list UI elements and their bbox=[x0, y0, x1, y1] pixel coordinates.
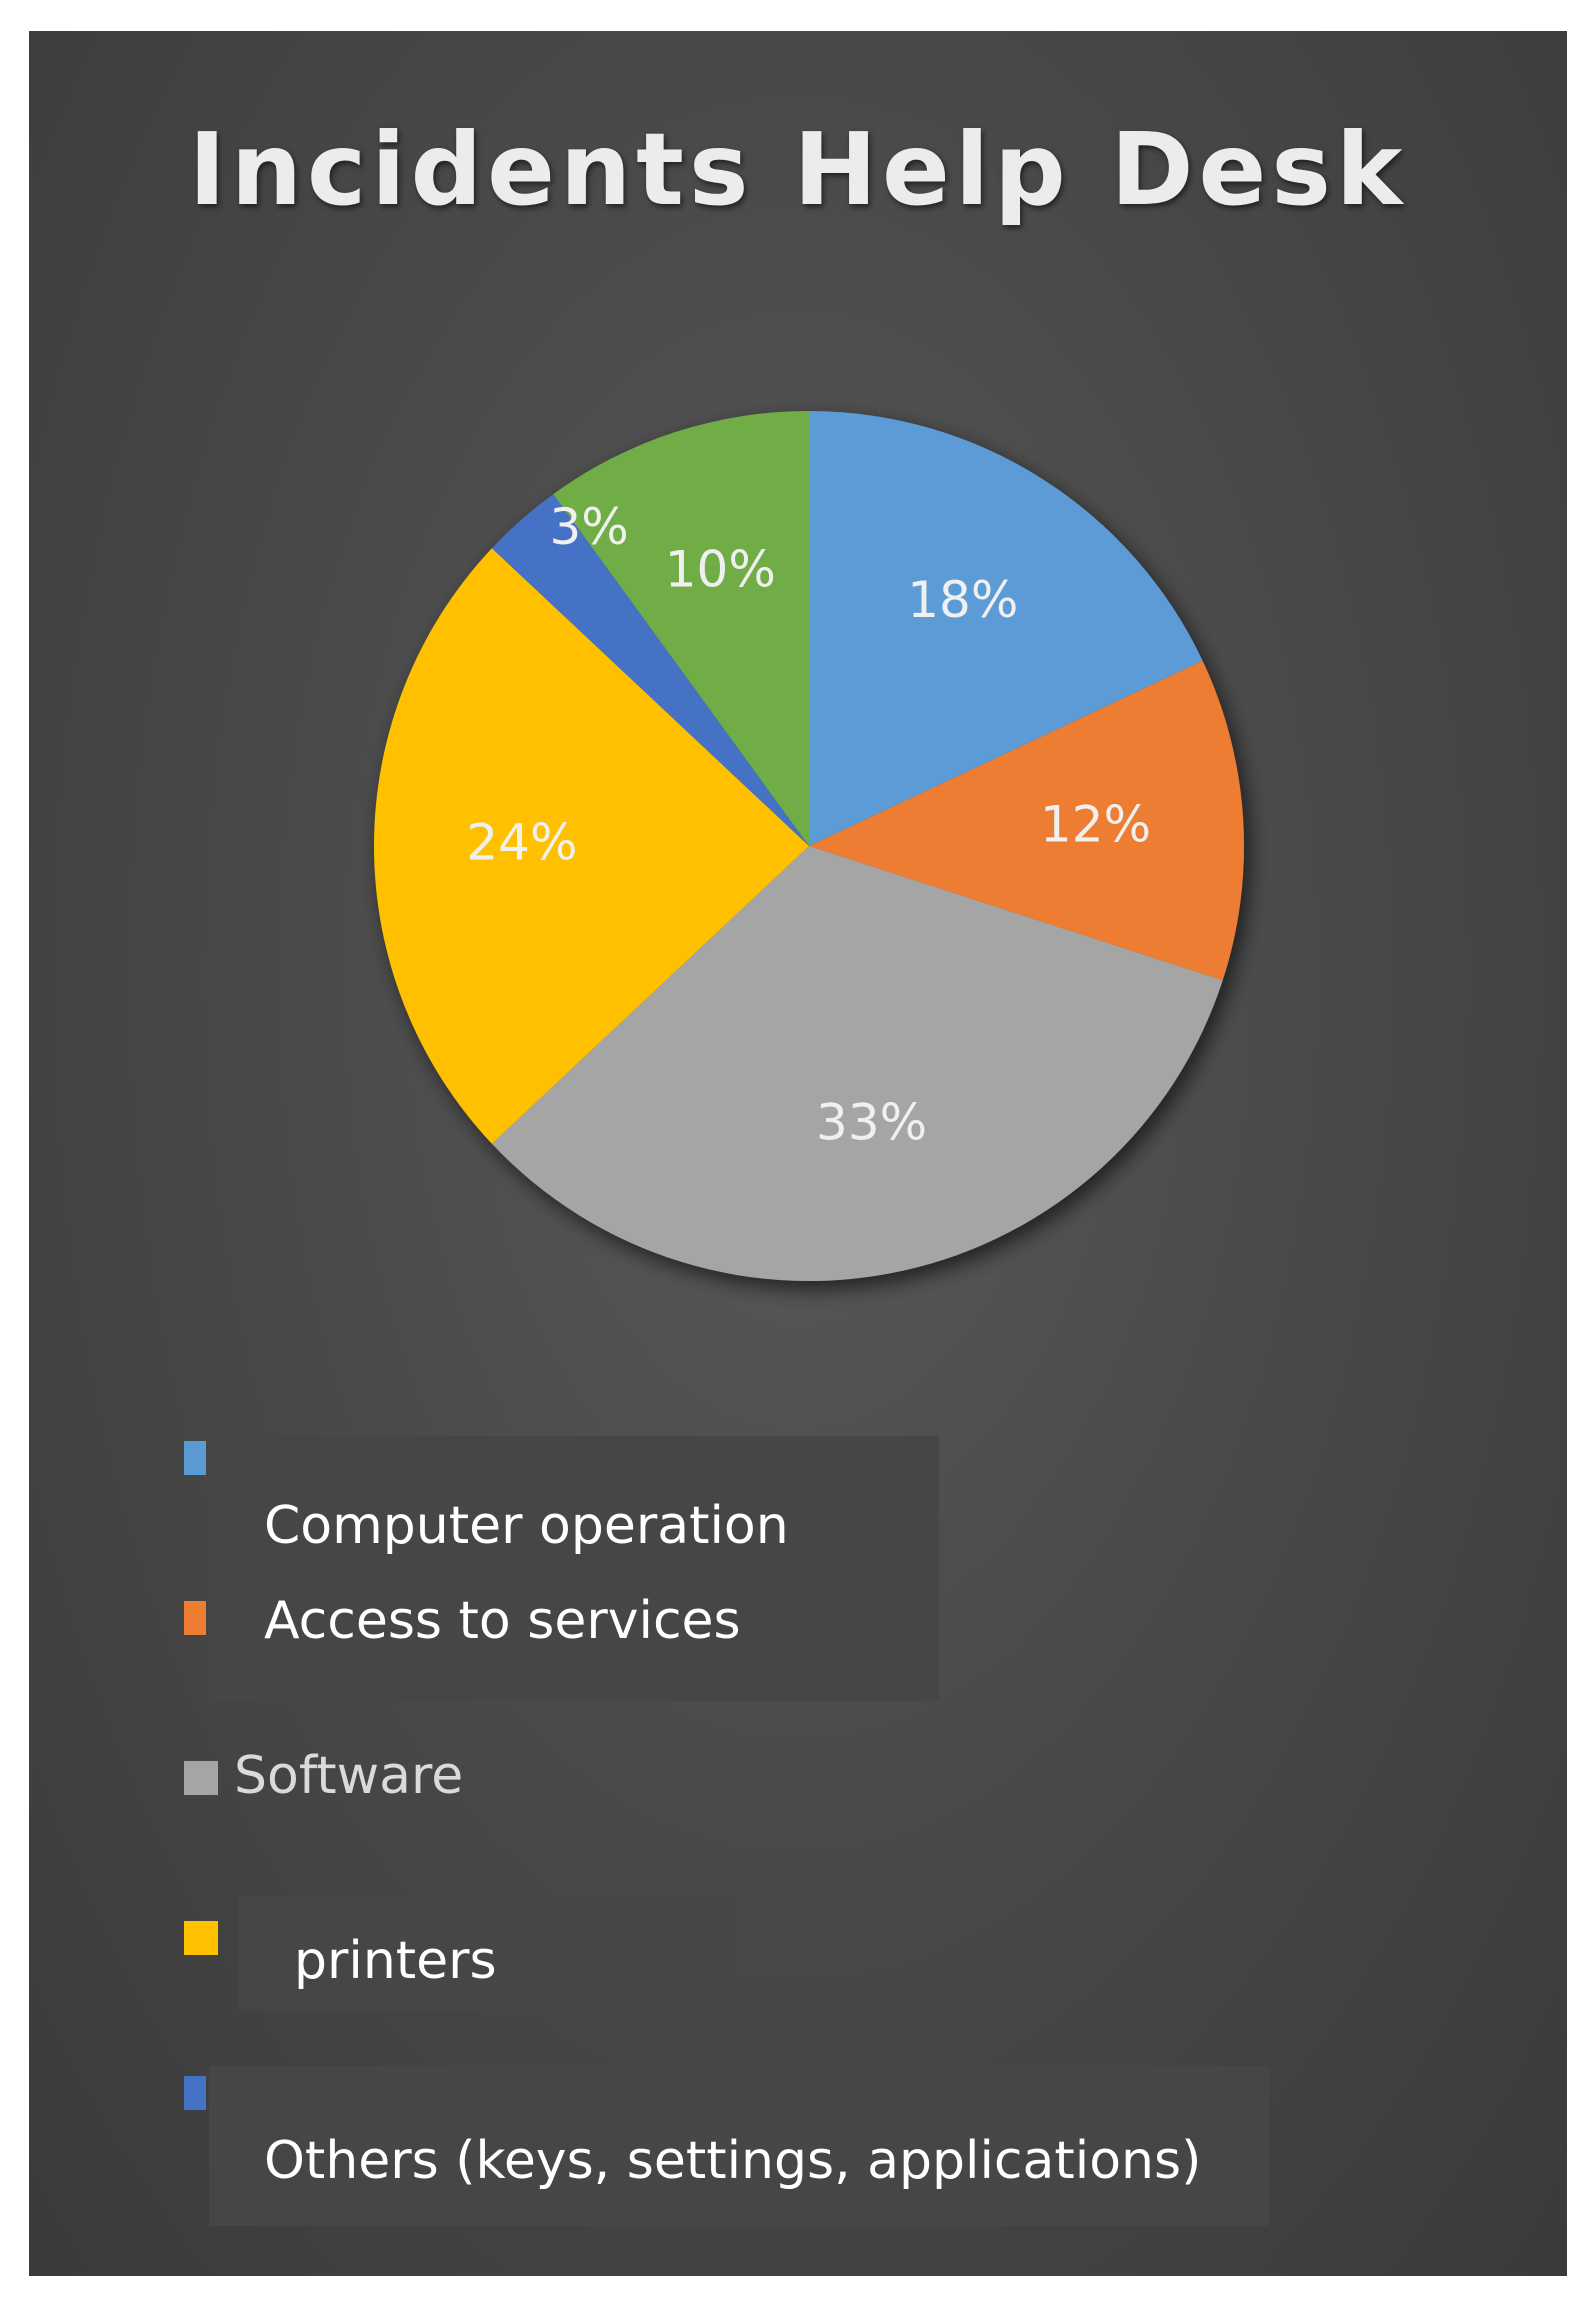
legend-label-background bbox=[209, 2066, 1269, 2226]
legend-label: printers bbox=[294, 1931, 497, 1991]
legend-swatch bbox=[184, 2076, 206, 2110]
chart-title: Incidents Help Desk bbox=[188, 111, 1408, 228]
legend-label: Software bbox=[234, 1746, 464, 1806]
pie-slice bbox=[373, 548, 809, 1144]
legend-label: Others (keys, settings, applications) bbox=[264, 2131, 1202, 2191]
legend-label: Computer operation bbox=[264, 1496, 789, 1556]
pie-slice bbox=[809, 660, 1244, 981]
pie-slice bbox=[491, 494, 809, 846]
pie-slice bbox=[491, 846, 1223, 1281]
pie-chart: 18% 12% 33% 24% 3% 10% bbox=[373, 411, 1244, 1281]
slice-data-label: 12% bbox=[1040, 795, 1151, 853]
slice-data-label: 3% bbox=[549, 498, 628, 556]
slice-data-label: 24% bbox=[466, 814, 577, 872]
slice-data-label: 33% bbox=[816, 1094, 927, 1152]
pie-slice bbox=[553, 411, 809, 846]
legend-swatch bbox=[184, 1761, 218, 1795]
chart-frame: Incidents Help Desk 18% 12% 33% 24% 3% 10% Co… bbox=[29, 31, 1567, 2276]
legend-label-background bbox=[209, 1436, 939, 1701]
legend-swatch bbox=[184, 1441, 206, 1475]
legend-swatch bbox=[184, 1601, 206, 1635]
pie-slice bbox=[809, 411, 1203, 846]
legend-label-background bbox=[239, 1896, 734, 2011]
slice-data-label: 10% bbox=[665, 540, 776, 598]
legend-swatch bbox=[184, 1921, 218, 1955]
legend-label: Access to services bbox=[264, 1591, 741, 1651]
slice-data-label: 18% bbox=[907, 571, 1018, 629]
